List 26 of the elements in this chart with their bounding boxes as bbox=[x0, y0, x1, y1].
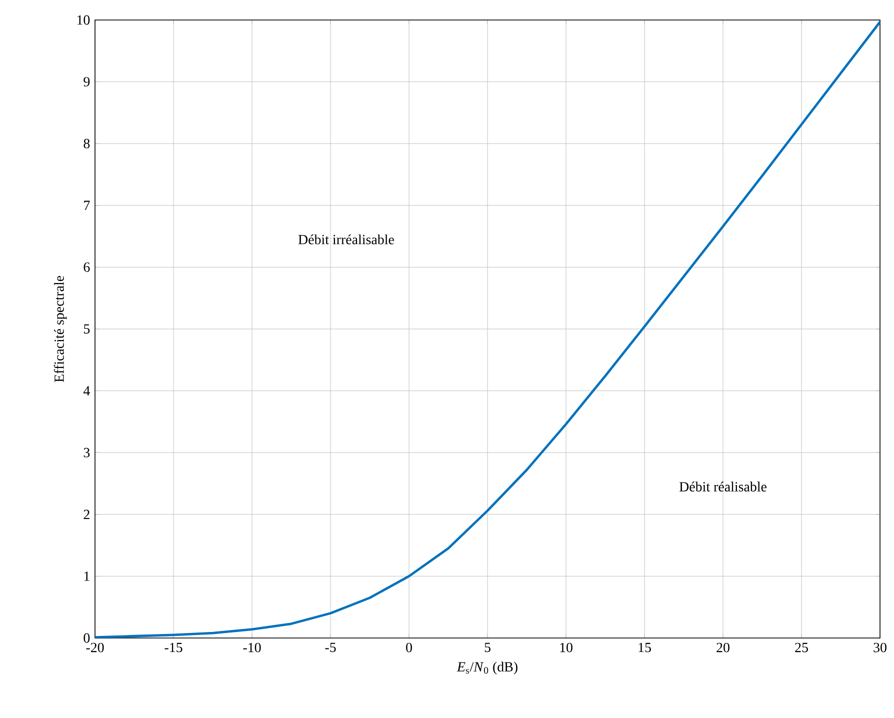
x-tick-label: -5 bbox=[325, 642, 336, 652]
annotation: Débit irréalisable bbox=[298, 234, 394, 244]
y-tick-label: 1 bbox=[84, 572, 90, 581]
y-tick-label: 0 bbox=[84, 633, 90, 643]
y-tick-label: 9 bbox=[84, 77, 90, 86]
y-tick-label: 4 bbox=[83, 386, 90, 396]
x-tick-label: 5 bbox=[484, 642, 490, 652]
x-tick-label: -15 bbox=[164, 642, 182, 652]
y-tick-label: 10 bbox=[77, 15, 90, 25]
y-tick-label: 7 bbox=[84, 200, 90, 210]
x-tick-label: 25 bbox=[795, 642, 808, 652]
y-tick-label: 8 bbox=[84, 138, 90, 148]
x-tick-label: 15 bbox=[638, 642, 651, 652]
x-tick-label: -20 bbox=[86, 642, 104, 652]
annotation: Débit réalisable bbox=[679, 482, 766, 492]
y-tick-label: 5 bbox=[84, 324, 90, 334]
y-tick-label: 3 bbox=[84, 448, 90, 458]
y-tick-label: 2 bbox=[84, 510, 90, 519]
y-axis-title: Efficacité spectrale bbox=[54, 276, 67, 382]
x-axis-title: E$_{s}$/N$_{0}$ (dB) bbox=[456, 662, 518, 674]
x-tick-label: -10 bbox=[243, 642, 261, 652]
x-tick-label: 30 bbox=[874, 642, 886, 652]
x-tick-label: 20 bbox=[716, 642, 730, 652]
y-tick-label: 6 bbox=[84, 262, 90, 272]
x-tick-label: 0 bbox=[406, 642, 412, 652]
x-tick-label: 10 bbox=[560, 642, 572, 652]
